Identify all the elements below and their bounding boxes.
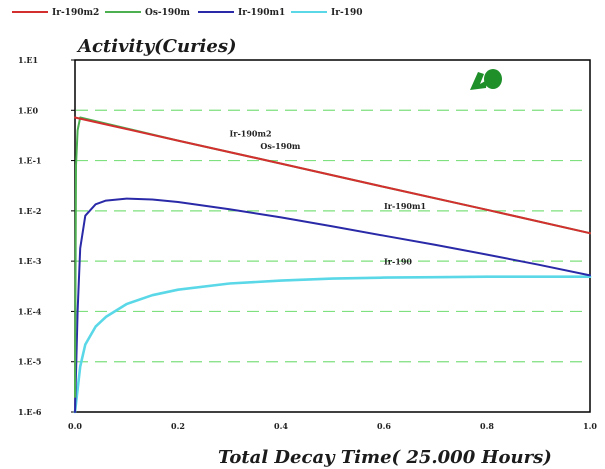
y-axis-ticks: 1.E1 1.E0 1.E-1 1.E-2 1.E-3 1.E-4 1.E-5 1.E-6 [18,55,75,417]
logo-mark [470,72,487,90]
annotation-ir-190m2: Ir-190m2 [230,129,272,139]
y-tick-label: 1.E-3 [18,256,42,266]
series-annotations: Ir-190m2 Os-190m Ir-190m1 Ir-190 [230,129,427,267]
x-tick-label: 1.0 [583,421,597,431]
y-tick-label: 1.E-4 [18,306,42,316]
x-tick-label: 0.6 [377,421,391,431]
series-line-ir-190 [73,275,592,414]
y-tick-label: 1.E1 [18,55,38,65]
legend-label: Ir-190 [331,8,362,18]
y-tick-label: 1.E-2 [18,206,41,216]
y-tick-label: 1.E-1 [18,156,41,166]
annotation-os-190m: Os-190m [260,141,300,151]
x-tick-label: 0.8 [480,421,494,431]
x-tick-label: 0.4 [274,421,288,431]
y-tick-label: 1.E-5 [18,357,41,367]
annotation-ir-190: Ir-190 [384,257,412,267]
x-tick-label: 0.0 [68,421,82,431]
grid-lines [76,109,589,363]
x-axis-label: Total Decay Time( 25.000 Hours) [218,447,552,468]
series-line-ir-190m2 [74,116,591,235]
y-tick-label: 1.E-6 [18,407,42,417]
legend-label: Os-190m [145,8,190,18]
annotation-ir-190m1: Ir-190m1 [384,201,426,211]
software-logo-icon [470,69,502,90]
x-axis-ticks: 0.0 0.2 0.4 0.6 0.8 1.0 [68,421,597,431]
plot-area-frame [74,59,591,413]
logo-blob [484,69,502,89]
legend-label: Ir-190m2 [52,8,99,18]
x-tick-label: 0.2 [171,421,185,431]
data-series [73,116,592,414]
y-tick-label: 1.E0 [18,105,38,115]
chart-title: Activity(Curies) [76,36,237,57]
chart-legend: Ir-190m2 Os-190m Ir-190m1 Ir-190 [12,8,362,18]
series-line-ir-190m1 [74,197,591,413]
legend-label: Ir-190m1 [238,8,285,18]
